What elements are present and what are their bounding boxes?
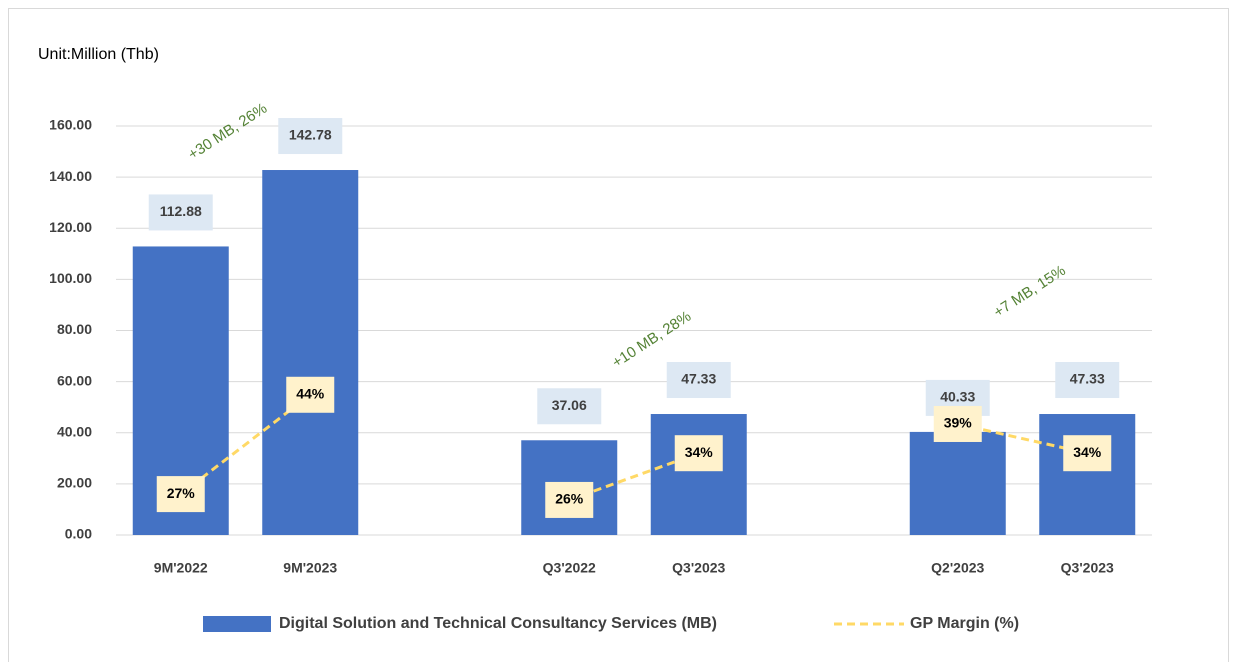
margin-label: 34% [1073,444,1102,460]
value-label-box [1055,362,1120,399]
margin-label-box [156,476,205,513]
annotation: +7 MB, 15% [991,262,1069,321]
margin-label-box [286,376,335,413]
value-label: 47.33 [1070,371,1105,387]
margin-label: 39% [944,415,973,431]
unit-label: Unit:Million (Thb) [38,46,159,63]
annotation: +10 MB, 28% [609,308,694,372]
value-label: 142.78 [289,127,332,143]
value-label-box [537,388,602,425]
legend-swatch [203,616,271,632]
x-tick-label: Q2'2023 [931,560,984,576]
margin-label-box [545,481,594,518]
y-tick-label: 0.00 [65,526,92,542]
y-tick-label: 60.00 [57,372,92,388]
y-tick-label: 160.00 [49,117,92,133]
x-tick-label: Q3'2022 [543,560,596,576]
margin-label: 27% [167,485,196,501]
x-tick-label: Q3'2023 [1061,560,1114,576]
margin-label: 26% [555,491,584,507]
value-label: 47.33 [681,371,716,387]
value-label-box [148,194,213,231]
y-tick-label: 40.00 [57,423,92,439]
bar [650,414,747,535]
annotation: +30 MB, 26% [185,100,270,164]
y-tick-label: 120.00 [49,219,92,235]
value-label: 37.06 [552,397,587,413]
margin-label: 44% [296,385,325,401]
x-tick-label: Q3'2023 [672,560,725,576]
bar [262,170,359,536]
margin-label-box [674,435,723,472]
y-tick-label: 20.00 [57,475,92,491]
bar [1039,414,1136,535]
x-tick-label: 9M'2022 [154,560,208,576]
value-label-box [666,362,731,399]
value-label-box [278,118,343,155]
margin-label-box [933,405,982,442]
value-label: 112.88 [160,203,202,219]
margin-label-box [1063,435,1112,472]
y-tick-label: 140.00 [49,168,92,184]
value-label: 40.33 [940,389,975,405]
x-tick-label: 9M'2023 [283,560,337,576]
bar [909,431,1006,535]
y-tick-label: 100.00 [49,270,92,286]
margin-label: 34% [685,444,714,460]
legend-label: GP Margin (%) [910,615,1019,632]
chart-border [8,8,1229,662]
y-tick-label: 80.00 [57,321,92,337]
legend-label: Digital Solution and Technical Consultan… [279,615,717,632]
